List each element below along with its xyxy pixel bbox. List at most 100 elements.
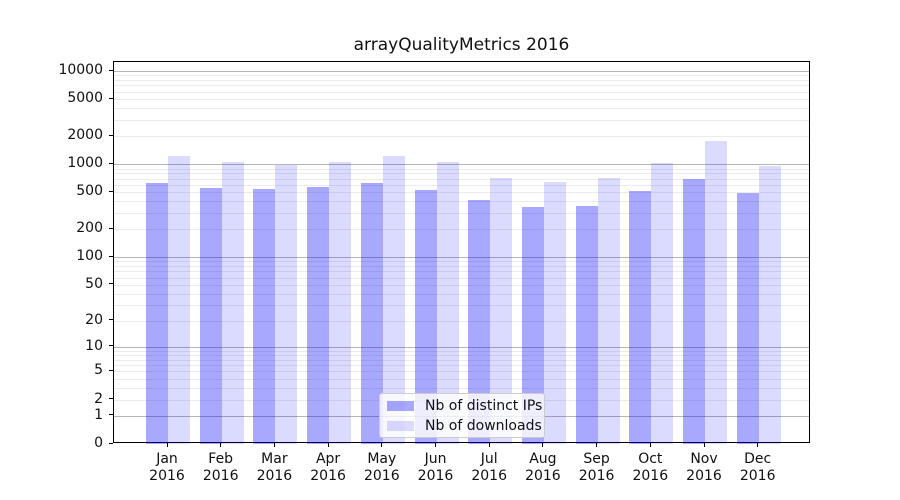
- gridline-minor: [114, 168, 809, 170]
- gridline-minor: [114, 277, 809, 279]
- x-tick-month: Sep: [583, 451, 610, 467]
- gridline-minor: [114, 229, 809, 231]
- x-tick-mark: [327, 443, 329, 447]
- y-tick-label: 10: [85, 337, 103, 354]
- x-tick-mark: [488, 443, 490, 447]
- gridline-minor: [114, 136, 809, 138]
- bar-nov-downloads: [705, 140, 727, 444]
- y-tick-mark: [109, 255, 113, 257]
- bar-dec-downloads: [758, 166, 781, 444]
- y-tick-label: 1: [94, 406, 103, 423]
- bar-jul-ips: [468, 200, 491, 444]
- bar-aug-downloads: [543, 181, 566, 444]
- x-tick-year: 2016: [310, 468, 346, 484]
- y-tick-label: 2000: [67, 127, 103, 144]
- gridline-minor: [114, 355, 809, 356]
- legend: Nb of distinct IPs Nb of downloads: [379, 393, 545, 438]
- x-tick-mark: [435, 443, 436, 447]
- y-tick-label: 200: [76, 220, 103, 237]
- y-tick-mark: [109, 134, 113, 136]
- y-tick-label: 5: [94, 362, 103, 379]
- legend-label-downloads: Nb of downloads: [425, 417, 542, 434]
- x-tick-year: 2016: [739, 468, 776, 484]
- x-tick-month: Jun: [424, 451, 447, 467]
- x-tick-month: Nov: [690, 451, 718, 467]
- x-tick-year: 2016: [149, 468, 185, 484]
- bar-apr-ips: [307, 186, 330, 444]
- x-tick-mark: [649, 443, 651, 447]
- gridline-minor: [114, 184, 809, 186]
- y-tick-label: 50: [85, 275, 103, 292]
- bar-mar-ips: [253, 189, 276, 444]
- x-tick-month: Feb: [208, 451, 234, 467]
- x-tick-year: 2016: [525, 468, 561, 484]
- x-tick-mark: [220, 443, 222, 447]
- bar-jun-downloads: [436, 161, 459, 444]
- gridline-minor: [114, 80, 809, 81]
- x-tick-mark: [596, 443, 598, 447]
- y-tick-label: 20: [85, 311, 103, 328]
- gridline-minor: [114, 99, 809, 101]
- y-tick-label: 100: [76, 248, 103, 265]
- gridline-minor: [114, 201, 809, 203]
- bar-apr-downloads: [329, 162, 352, 444]
- x-tick-year: 2016: [632, 468, 669, 484]
- y-tick-mark: [109, 345, 113, 347]
- legend-swatch-distinct-ips: [387, 400, 414, 411]
- y-tick-mark: [109, 398, 113, 399]
- y-tick-mark: [109, 69, 113, 71]
- x-tick-month: Oct: [638, 451, 663, 467]
- x-tick-year: 2016: [202, 468, 239, 484]
- gridline-minor: [114, 192, 809, 194]
- x-tick-label-apr: Apr 2016: [298, 451, 358, 485]
- x-tick-label-jan: Jan 2016: [137, 451, 197, 485]
- gridline-minor: [114, 266, 809, 267]
- gridline-minor: [114, 359, 809, 361]
- bar-aug-ips: [521, 206, 544, 444]
- gridline-minor: [114, 212, 809, 214]
- x-tick-month: Aug: [529, 451, 557, 467]
- bar-feb-ips: [199, 187, 222, 444]
- x-tick-label-nov: Nov 2016: [674, 451, 734, 485]
- bar-dec-ips: [736, 193, 759, 444]
- x-tick-year: 2016: [256, 468, 293, 484]
- x-tick-year: 2016: [417, 468, 454, 484]
- gridline-minor: [114, 350, 809, 352]
- gridline-minor: [114, 85, 809, 87]
- y-tick-label: 10000: [58, 62, 103, 78]
- bar-mar-downloads: [275, 164, 298, 444]
- x-tick-mark: [273, 443, 275, 447]
- gridline-minor: [114, 261, 809, 263]
- gridline-minor: [114, 378, 809, 380]
- gridline-major: [114, 346, 809, 348]
- gridline-minor: [114, 173, 809, 175]
- x-tick-mark: [166, 443, 168, 447]
- bar-oct-downloads: [651, 163, 674, 444]
- chart-title: arrayQualityMetrics 2016: [353, 35, 570, 55]
- y-tick-mark: [109, 283, 113, 285]
- legend-item-downloads: Nb of downloads: [387, 418, 542, 434]
- y-tick-mark: [109, 190, 113, 192]
- y-tick-mark: [109, 319, 113, 321]
- x-tick-label-oct: Oct 2016: [620, 451, 680, 485]
- gridline-minor: [114, 387, 809, 389]
- plot-area: [113, 61, 810, 444]
- x-tick-label-dec: Dec 2016: [728, 451, 788, 485]
- gridline-major: [114, 257, 809, 259]
- legend-label-distinct-ips: Nb of distinct IPs: [425, 397, 543, 414]
- y-tick-mark: [109, 97, 113, 99]
- y-tick-label: 0: [94, 435, 103, 451]
- x-tick-label-jul: Jul 2016: [459, 451, 519, 485]
- x-tick-label-mar: Mar 2016: [244, 451, 304, 485]
- y-tick-label: 1000: [67, 155, 103, 172]
- gridline-minor: [114, 304, 809, 306]
- bar-may-ips: [360, 183, 383, 444]
- gridline-minor: [114, 108, 809, 110]
- y-tick-mark: [109, 369, 113, 371]
- y-tick-label: 5000: [67, 90, 103, 107]
- x-tick-year: 2016: [578, 468, 615, 484]
- bar-may-downloads: [382, 155, 405, 444]
- y-tick-label: 500: [76, 183, 103, 200]
- x-tick-mark: [542, 443, 544, 447]
